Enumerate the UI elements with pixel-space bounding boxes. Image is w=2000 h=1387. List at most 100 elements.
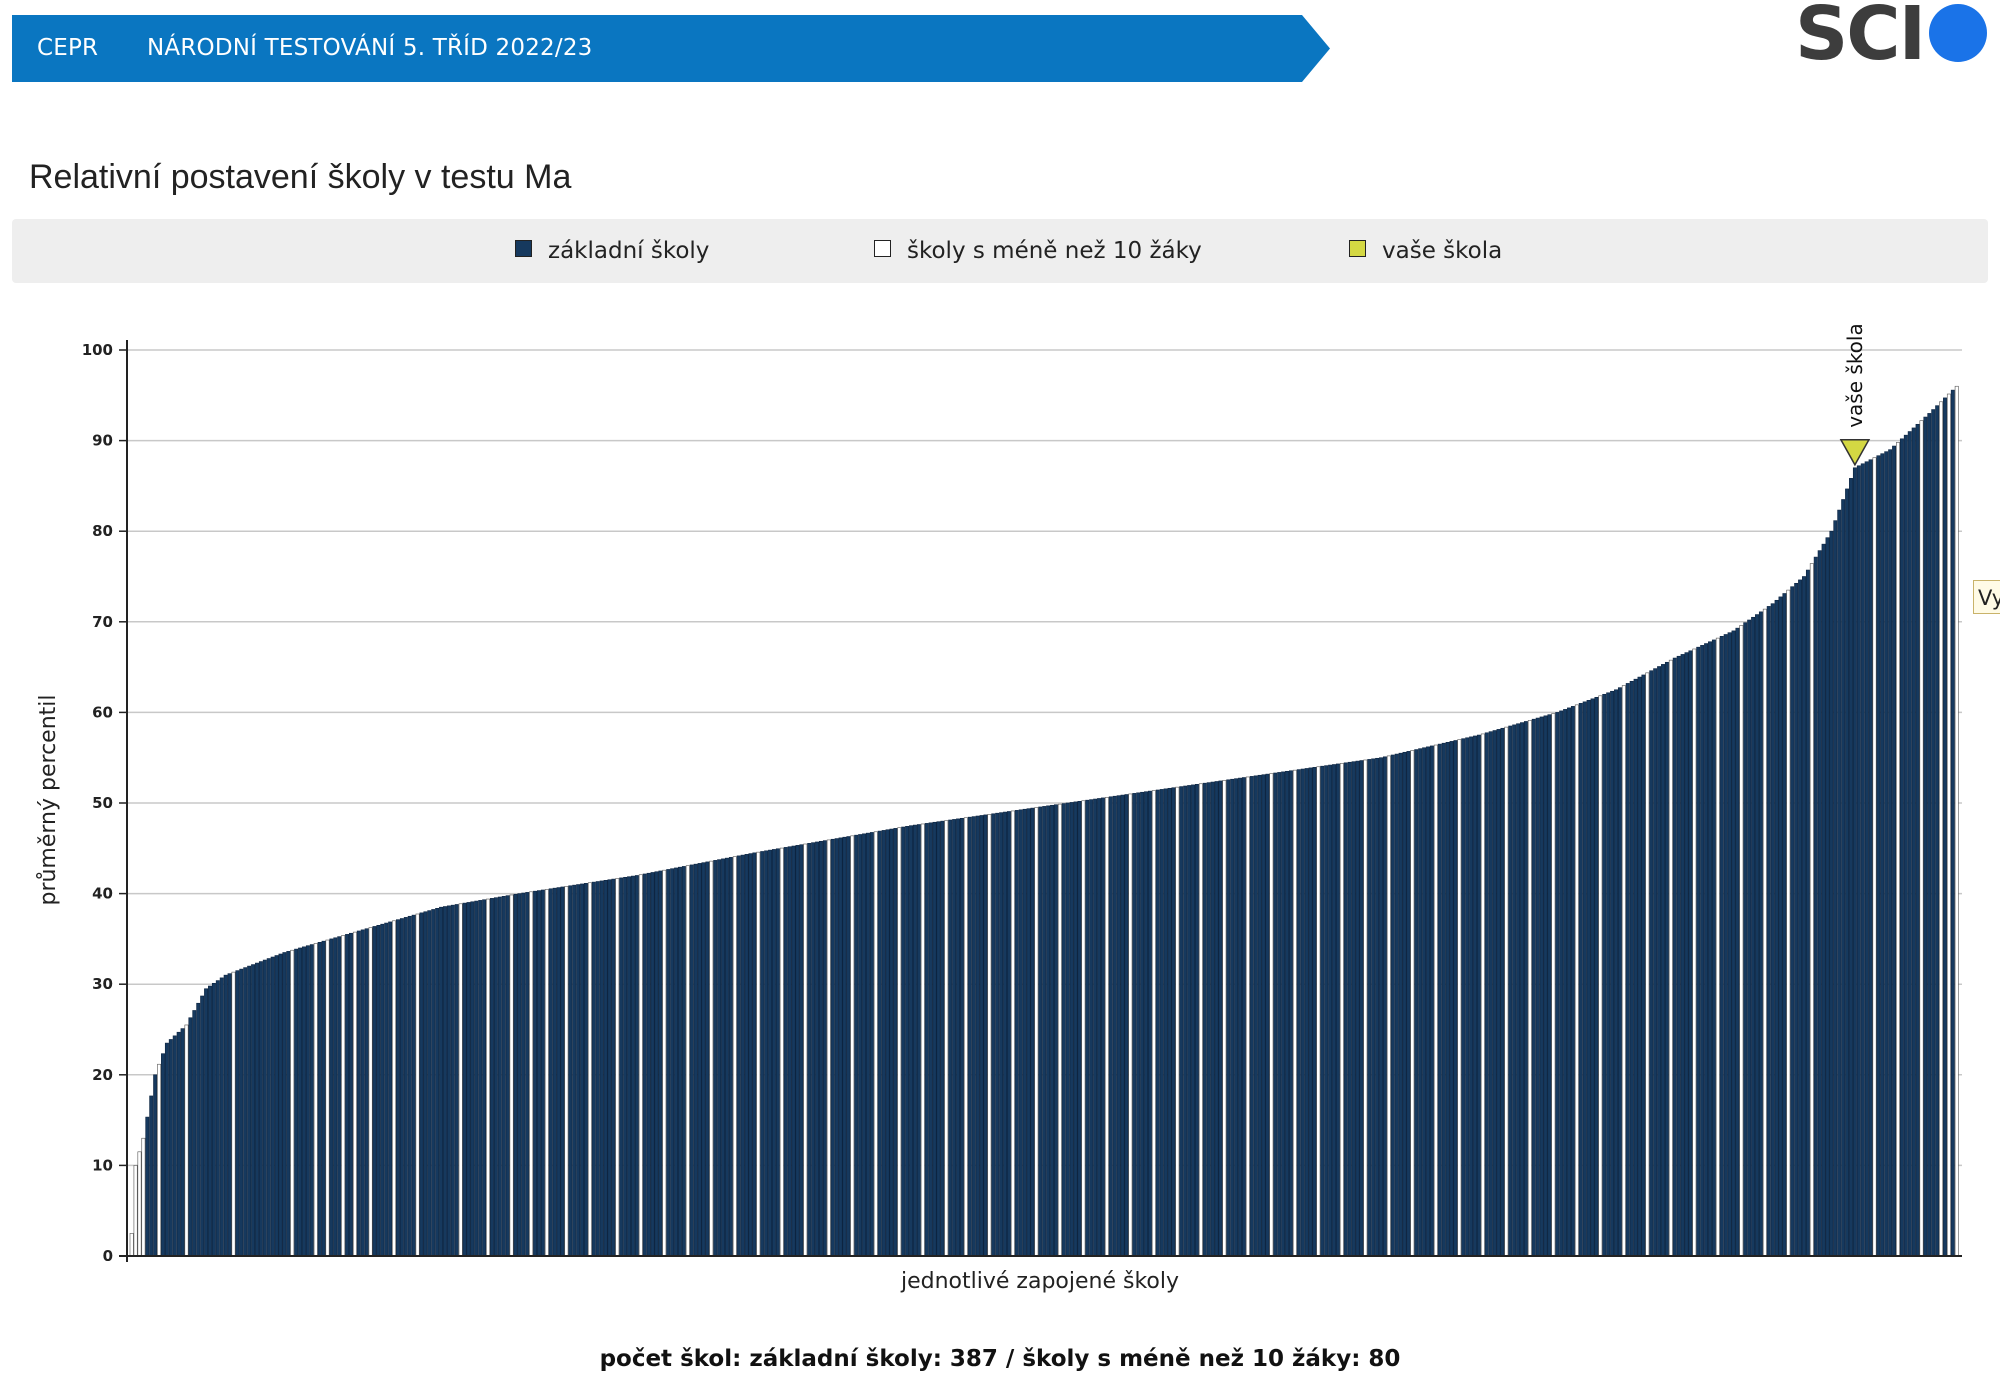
bar-regular-school [1719,635,1724,1257]
bar-small-school [1386,755,1391,1257]
bar-regular-school [470,901,475,1257]
bar-regular-school [791,845,796,1257]
bar-regular-school [666,869,671,1257]
bar-regular-school [1845,488,1850,1257]
bar-regular-school [1343,762,1348,1257]
bar-regular-school [204,988,209,1257]
bar-regular-school [1888,449,1893,1257]
bar-small-school [987,814,992,1257]
bar-regular-school [1606,692,1611,1257]
bar-regular-school [1371,758,1376,1257]
bar-regular-school [251,964,256,1257]
bar-regular-school [282,952,287,1257]
bar-regular-school [1617,687,1622,1257]
bar-regular-school [1841,499,1846,1257]
bar-regular-school [431,909,436,1257]
bar-regular-school [1899,438,1904,1257]
bar-regular-school [959,817,964,1257]
bar-regular-school [239,968,244,1257]
bar-regular-school [302,946,306,1257]
bar-regular-school [1755,614,1759,1257]
bar-regular-school [1794,582,1799,1257]
bar-regular-school [1790,586,1795,1257]
bar-regular-school [1445,741,1450,1257]
bar-regular-school [1559,710,1564,1257]
bar-regular-school [247,965,252,1257]
bar-regular-school [309,944,314,1257]
bar-regular-school [333,937,338,1257]
your-school-triangle-icon [1839,439,1871,467]
bar-regular-school [1664,661,1669,1257]
bar-regular-school [889,828,894,1257]
bar-regular-school [548,888,553,1257]
bar-small-school [920,823,925,1257]
bar-regular-school [446,905,451,1257]
bar-regular-school [916,824,921,1257]
bar-small-school [709,860,714,1257]
bar-small-school [1621,685,1626,1257]
bar-regular-school [462,902,467,1257]
bar-small-school [544,889,549,1257]
bar-regular-school [1202,782,1207,1257]
logo-text: SCI [1795,0,1926,77]
bar-regular-school [1324,765,1329,1257]
bar-regular-school [940,820,945,1257]
bar-regular-school [885,829,890,1257]
bar-regular-school [219,977,224,1257]
bar-regular-school [1876,455,1881,1257]
bar-regular-school [1880,453,1885,1257]
bar-regular-school [1022,808,1027,1257]
bar-regular-school [1194,784,1199,1257]
bar-regular-school [1770,603,1775,1257]
logo-dot-icon [1929,4,1987,62]
bar-regular-school [799,844,804,1257]
bar-regular-school [1747,619,1752,1257]
bar-small-school [1433,744,1438,1257]
bar-regular-school [1496,729,1501,1257]
bar-regular-school [1688,650,1693,1257]
bar-regular-school [243,967,248,1257]
bar-regular-school [948,819,953,1257]
bar-regular-school [1398,752,1403,1257]
bar-regular-school [493,897,498,1257]
bar-regular-school [1218,780,1223,1257]
bar-small-school [1081,800,1086,1257]
bar-regular-school [623,876,628,1257]
bar-regular-school [1923,416,1928,1257]
bar-regular-school [172,1035,177,1257]
bar-regular-school [1100,797,1105,1257]
y-tick-label-90: 90 [92,432,113,450]
bar-regular-school [552,887,557,1257]
bar-small-school [325,939,330,1257]
bar-regular-school [258,961,263,1257]
ranking-bar-chart: 0 10 20 30 40 50 60 70 80 90 100 vaše škola průměr… [36,323,1962,1294]
bar-regular-school [1065,802,1070,1257]
bar-regular-school [399,918,404,1257]
bar-regular-school [1782,593,1787,1257]
bar-regular-school [678,866,682,1257]
bar-small-school [615,878,620,1257]
chart-title: Relativní postavení školy v testu Ma [29,158,572,196]
bar-regular-school [560,886,565,1257]
legend-swatch-regular-icon [515,240,532,257]
your-school-marker: vaše škola [1839,323,1871,467]
bar-regular-school [1394,753,1399,1257]
bar-small-school [352,931,357,1257]
bar-small-school [1269,773,1274,1257]
bar-regular-school [909,825,914,1257]
bar-regular-school [1097,798,1101,1257]
bar-small-school [137,1151,142,1257]
bar-regular-school [384,922,389,1257]
bar-regular-school [1273,772,1278,1257]
bar-regular-school [1512,724,1517,1257]
bar-regular-school [783,847,788,1257]
bar-regular-school [329,938,334,1257]
bar-regular-school [1864,461,1869,1257]
bar-regular-school [176,1031,181,1257]
bar-regular-school [1003,811,1008,1257]
bar-regular-school [619,877,624,1257]
bar-regular-school [1300,768,1305,1257]
bar-regular-school [705,861,710,1257]
bar-regular-school [1610,690,1615,1257]
bar-small-school [662,869,667,1257]
